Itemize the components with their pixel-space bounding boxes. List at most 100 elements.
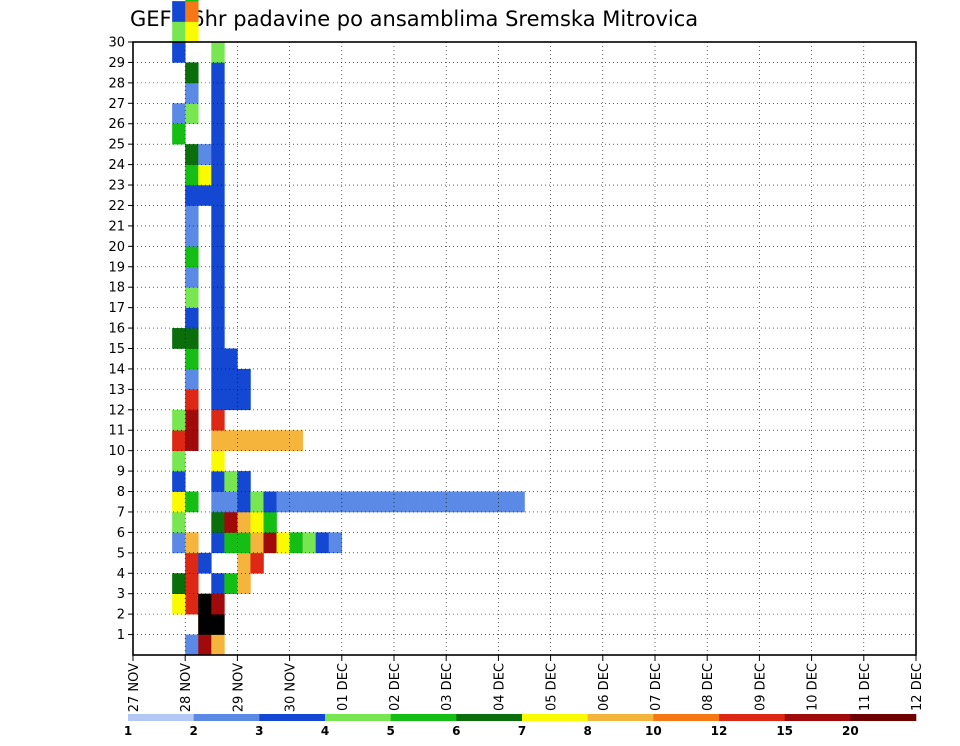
precip-cell xyxy=(289,532,303,554)
precip-cell xyxy=(237,368,251,390)
precip-cell xyxy=(172,471,186,492)
y-tick-label: 14 xyxy=(108,362,125,377)
y-tick-label: 2 xyxy=(117,608,125,623)
precip-cell xyxy=(185,430,199,451)
legend-swatch xyxy=(653,714,720,721)
precip-cell xyxy=(172,430,186,451)
precip-cell xyxy=(367,491,382,513)
precip-cell xyxy=(198,614,212,635)
precip-cell xyxy=(211,511,225,533)
precip-cell xyxy=(289,430,303,451)
y-tick-label: 16 xyxy=(108,322,125,337)
legend-label: 20 xyxy=(842,724,859,738)
x-tick-label: 27 NOV xyxy=(127,663,142,712)
precip-cell xyxy=(185,328,199,349)
precip-cell xyxy=(172,1,186,22)
precip-cell xyxy=(185,62,199,84)
precip-cell xyxy=(211,82,225,104)
precip-cell xyxy=(185,348,199,370)
legend-label: 5 xyxy=(386,724,394,738)
precip-cell xyxy=(211,205,225,227)
precip-cell xyxy=(172,123,186,145)
precip-cell xyxy=(420,491,434,513)
precip-cell xyxy=(446,491,460,513)
legend-label: 6 xyxy=(452,724,460,738)
precip-cell xyxy=(211,185,225,206)
precip-cell xyxy=(198,144,212,165)
precip-cell xyxy=(263,491,277,513)
precip-cell xyxy=(211,593,225,615)
precip-cell xyxy=(211,266,225,288)
precip-cell xyxy=(185,307,199,329)
precip-cell xyxy=(211,471,225,492)
precip-cell xyxy=(198,164,212,186)
precip-cell xyxy=(172,573,186,594)
legend-swatch xyxy=(259,714,326,721)
precip-cell xyxy=(380,491,395,513)
precip-cell xyxy=(250,491,264,513)
y-tick-label: 1 xyxy=(117,628,125,643)
legend-label: 2 xyxy=(189,724,197,738)
legend-label: 1 xyxy=(124,724,132,738)
precip-cell xyxy=(211,614,225,635)
y-tick-label: 20 xyxy=(108,240,125,255)
precip-cell xyxy=(185,491,199,513)
precip-cell xyxy=(185,287,199,308)
precip-cell xyxy=(237,430,251,451)
legend-swatch xyxy=(719,714,785,721)
precip-cell xyxy=(224,430,238,451)
precip-cell xyxy=(224,368,238,390)
precip-cell xyxy=(185,552,199,574)
precip-cell xyxy=(185,0,199,2)
y-axis-ticks: 1234567891011121314151617181920212223242… xyxy=(108,36,133,643)
y-tick-label: 6 xyxy=(117,526,125,541)
grid-layer xyxy=(133,41,917,655)
precip-cell xyxy=(172,21,186,43)
precip-cell xyxy=(198,552,212,574)
precip-cell xyxy=(250,532,264,554)
precip-cell xyxy=(394,491,408,513)
chart-title: GEFS 6hr padavine po ansamblima Sremska … xyxy=(130,7,698,31)
precip-cell xyxy=(211,450,225,472)
precip-cell xyxy=(211,164,225,186)
y-tick-label: 12 xyxy=(108,403,125,418)
legend-label: 3 xyxy=(255,724,263,738)
precip-cell xyxy=(211,389,225,411)
precip-cell xyxy=(276,532,290,554)
precip-cell xyxy=(211,328,225,349)
precip-cell xyxy=(237,511,251,533)
x-tick-label: 10 DEC xyxy=(806,663,821,711)
precip-cell xyxy=(224,389,238,411)
legend-label: 7 xyxy=(518,724,526,738)
y-tick-label: 21 xyxy=(108,219,125,234)
y-tick-label: 24 xyxy=(108,158,125,173)
x-tick-label: 04 DEC xyxy=(492,663,507,711)
precip-cell xyxy=(172,409,186,431)
precip-cell xyxy=(315,491,330,513)
y-tick-label: 5 xyxy=(117,546,125,561)
x-tick-label: 03 DEC xyxy=(440,663,455,711)
y-tick-label: 17 xyxy=(108,301,125,316)
precip-cell xyxy=(211,123,225,145)
y-tick-label: 13 xyxy=(108,383,125,398)
precip-cell xyxy=(276,430,290,451)
precip-cell xyxy=(250,430,264,451)
precip-cell xyxy=(211,225,225,247)
y-tick-label: 28 xyxy=(108,76,125,91)
precip-cell xyxy=(185,389,199,411)
legend-swatch xyxy=(784,714,851,721)
legend-swatch xyxy=(128,714,194,721)
precip-cell xyxy=(172,532,186,554)
precip-cell xyxy=(276,491,290,513)
precip-cell xyxy=(433,491,447,513)
precip-cell xyxy=(211,573,225,594)
precip-cell xyxy=(211,409,225,431)
precip-cell xyxy=(172,491,186,513)
y-tick-label: 30 xyxy=(108,36,125,51)
legend-swatch xyxy=(456,714,523,721)
precip-cell xyxy=(237,491,251,513)
precip-cell xyxy=(172,450,186,472)
precip-cell xyxy=(407,491,421,513)
y-tick-label: 11 xyxy=(108,424,125,439)
precip-cell xyxy=(328,491,343,513)
